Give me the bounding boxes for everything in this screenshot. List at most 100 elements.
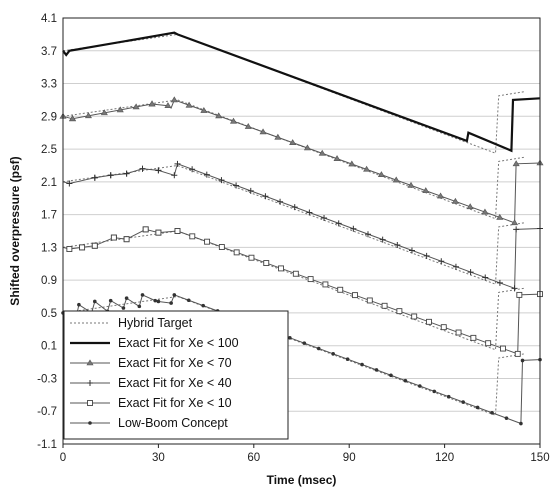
- data-point: [360, 362, 364, 367]
- data-point: [91, 174, 98, 181]
- data-point: [322, 281, 329, 288]
- y-tick-label: -0.3: [37, 373, 57, 385]
- data-point: [365, 231, 372, 238]
- data-point: [124, 296, 129, 300]
- data-point: [107, 172, 114, 179]
- data-point: [432, 389, 437, 394]
- data-point: [466, 203, 474, 210]
- data-point: [292, 270, 299, 277]
- data-point: [455, 329, 462, 336]
- data-point: [66, 246, 73, 252]
- x-tick-label: 60: [247, 452, 260, 464]
- data-point: [174, 160, 181, 167]
- data-point: [446, 394, 451, 399]
- data-point: [451, 197, 459, 204]
- data-point: [174, 228, 181, 234]
- data-point: [86, 359, 94, 366]
- data-point: [377, 171, 385, 178]
- data-point: [244, 123, 252, 129]
- data-point: [289, 139, 297, 145]
- data-point: [407, 181, 415, 188]
- data-point: [164, 102, 172, 108]
- data-point: [77, 302, 81, 307]
- y-tick-label: 0.1: [41, 341, 57, 353]
- series-4: [62, 226, 543, 357]
- data-point: [389, 373, 393, 378]
- plot-frame: [62, 17, 541, 445]
- data-point: [511, 219, 519, 226]
- data-point: [470, 334, 477, 341]
- legend-box: [63, 310, 289, 440]
- data-point: [170, 96, 178, 103]
- data-point: [148, 100, 156, 107]
- data-point: [482, 274, 489, 281]
- y-tick-label: -1.1: [37, 439, 57, 451]
- data-point: [520, 358, 525, 363]
- y-tick-label: 2.9: [41, 111, 57, 123]
- data-point: [350, 225, 357, 232]
- data-point: [139, 165, 146, 172]
- data-point: [440, 324, 447, 331]
- data-point: [403, 378, 408, 383]
- y-axis-title: Shifted overpressure (psf): [8, 156, 22, 305]
- data-point: [437, 192, 445, 199]
- data-point: [331, 352, 335, 356]
- y-tick-label: 0.5: [41, 308, 57, 320]
- x-tick-label: 90: [343, 452, 356, 464]
- y-tick-labels: -1.1 -0.7 -0.3 0.1 0.5 0.9 1.3 1.7 2.1 2.5 2.9 3.3 3…: [37, 13, 57, 451]
- data-point: [363, 165, 371, 172]
- x-tick-labels: 0 30 60 90 120 150: [60, 444, 550, 464]
- series-2: [59, 96, 544, 226]
- data-point: [248, 254, 255, 261]
- data-point: [169, 301, 173, 305]
- data-point: [278, 265, 284, 272]
- data-point: [499, 345, 506, 352]
- data-point: [288, 335, 292, 340]
- data-point: [218, 244, 225, 250]
- data-point: [423, 252, 430, 259]
- data-point: [291, 204, 298, 211]
- data-point: [274, 133, 282, 140]
- y-tick-label: 3.7: [41, 46, 57, 58]
- data-point: [88, 421, 92, 425]
- data-point: [481, 208, 489, 215]
- series-line: [62, 33, 525, 154]
- y-tick-label: 2.1: [41, 177, 57, 189]
- data-point: [189, 233, 196, 240]
- data-point: [262, 193, 269, 200]
- legend: Hybrid Target Exact Fit for Xe < 100 Exact…: [63, 310, 289, 440]
- data-point: [140, 293, 145, 297]
- data-point: [496, 213, 504, 220]
- data-point: [513, 226, 520, 233]
- data-point: [137, 304, 142, 309]
- data-point: [438, 258, 445, 265]
- data-point: [189, 166, 196, 173]
- data-point: [303, 144, 311, 151]
- data-point: [123, 170, 130, 177]
- data-point: [277, 198, 284, 205]
- legend-label: Exact Fit for Xe < 70: [118, 356, 232, 370]
- data-point: [155, 229, 162, 236]
- data-point: [185, 101, 193, 108]
- data-point: [321, 214, 328, 221]
- data-point: [79, 244, 86, 251]
- series-line: [62, 295, 525, 417]
- legend-label: Exact Fit for Xe < 40: [118, 376, 232, 390]
- data-point: [123, 236, 130, 243]
- data-point: [155, 167, 162, 174]
- legend-label: Exact Fit for Xe < 100: [118, 336, 239, 350]
- y-tick-label: -0.7: [37, 406, 57, 418]
- data-point: [467, 269, 474, 276]
- data-point: [511, 285, 518, 292]
- series-layer: [59, 31, 544, 426]
- data-point: [218, 177, 225, 184]
- data-point: [121, 306, 126, 310]
- series-1: [62, 31, 541, 153]
- data-point: [461, 400, 465, 404]
- data-point: [396, 308, 403, 315]
- x-tick-label: 150: [530, 452, 549, 464]
- data-point: [203, 171, 210, 178]
- data-point: [379, 236, 386, 243]
- series-line: [62, 99, 525, 220]
